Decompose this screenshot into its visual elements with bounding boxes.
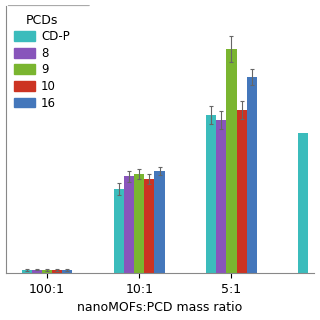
Bar bbox=[62, 270, 72, 273]
Bar bbox=[206, 115, 216, 273]
Bar bbox=[144, 179, 155, 273]
Bar bbox=[134, 174, 144, 273]
Bar bbox=[247, 77, 257, 273]
Bar bbox=[52, 270, 62, 273]
X-axis label: nanoMOFs:PCD mass ratio: nanoMOFs:PCD mass ratio bbox=[77, 301, 243, 315]
Bar bbox=[298, 133, 308, 273]
Bar bbox=[226, 49, 236, 273]
Bar bbox=[216, 120, 226, 273]
Bar bbox=[42, 270, 52, 273]
Bar bbox=[22, 270, 32, 273]
Bar bbox=[236, 110, 247, 273]
Bar bbox=[124, 176, 134, 273]
Bar bbox=[32, 269, 42, 273]
Bar bbox=[114, 189, 124, 273]
Bar bbox=[155, 171, 164, 273]
Legend: CD-P, 8, 9, 10, 16: CD-P, 8, 9, 10, 16 bbox=[12, 12, 72, 112]
